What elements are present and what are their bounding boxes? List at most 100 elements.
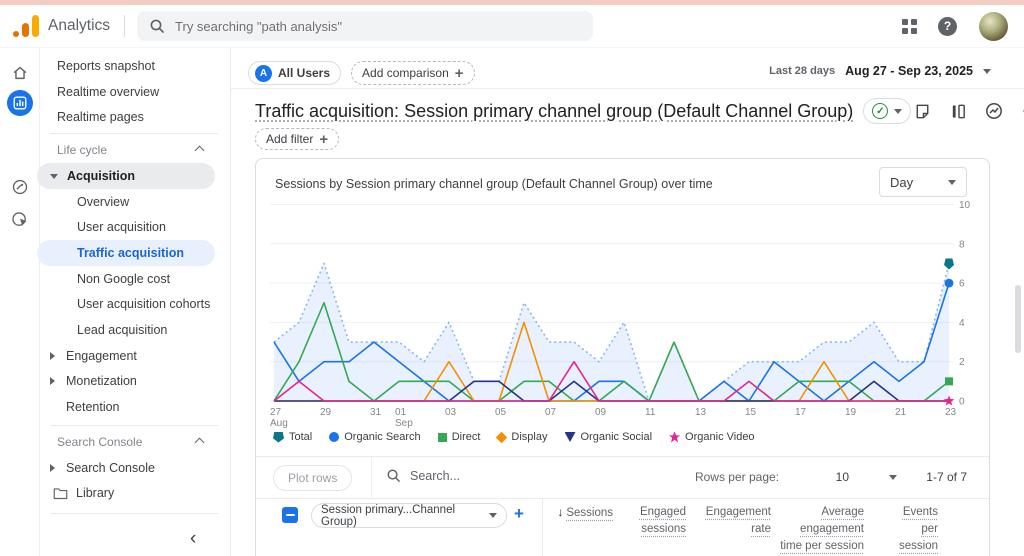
collapse-section-icon[interactable] — [195, 145, 205, 155]
table-search-input[interactable] — [410, 469, 530, 483]
section-search-console[interactable]: Search Console — [57, 429, 215, 455]
apps-grid-icon[interactable] — [902, 19, 916, 33]
folder-icon — [53, 487, 68, 500]
legend-item-direct[interactable]: Direct — [438, 431, 481, 443]
advertising-icon[interactable] — [11, 211, 29, 229]
chevron-down-icon[interactable] — [889, 475, 897, 480]
column-header-avg-engagement-time[interactable]: Average engagement time per session — [776, 504, 864, 555]
section-life-cycle[interactable]: Life cycle — [57, 137, 215, 163]
legend-item-organic-social[interactable]: Organic Social — [565, 431, 653, 443]
column-header-events-per-session[interactable]: Events per session — [886, 504, 938, 555]
analytics-logo-icon[interactable] — [15, 15, 39, 37]
date-preset: Last 28 days — [769, 65, 835, 77]
column-header-engaged-sessions[interactable]: Engaged sessions — [616, 504, 686, 538]
sort-desc-icon: ↓ — [557, 504, 563, 521]
add-dimension-button[interactable]: + — [514, 504, 524, 524]
date-range: Aug 27 - Sep 23, 2025 — [845, 64, 973, 78]
reports-icon[interactable] — [7, 90, 33, 116]
segment-chip-all-users[interactable]: A All Users — [248, 61, 341, 85]
svg-text:07: 07 — [545, 407, 557, 418]
search-icon — [386, 468, 401, 483]
chevron-down-icon — [894, 109, 902, 114]
column-header-engagement-rate[interactable]: Engagement rate — [696, 504, 771, 538]
column-divider — [542, 498, 543, 556]
column-header-sessions[interactable]: ↓ Sessions — [546, 504, 613, 522]
sidebar-item-user-acquisition-cohorts[interactable]: User acquisition cohorts — [77, 291, 210, 317]
plus-icon: + — [319, 131, 328, 148]
sidebar-item-engagement[interactable]: Engagement — [50, 343, 137, 369]
top-app-bar: Analytics ? — [0, 5, 1024, 48]
svg-text:13: 13 — [695, 407, 707, 418]
comparison-icon[interactable] — [947, 100, 969, 122]
svg-text:0: 0 — [959, 397, 965, 408]
insights-icon[interactable] — [983, 100, 1005, 122]
sidebar-item-search-console[interactable]: Search Console — [50, 455, 155, 481]
triangle-down-marker-icon — [565, 432, 576, 442]
collapse-section-icon[interactable] — [195, 437, 205, 447]
table-controls: Plot rows Rows per page: 10 1-7 of 7 — [256, 457, 989, 498]
plot-rows-button[interactable]: Plot rows — [273, 465, 352, 491]
share-icon[interactable] — [1019, 100, 1024, 122]
svg-text:27: 27 — [270, 407, 282, 418]
main-content: A All Users Add comparison + Last 28 days … — [231, 48, 1024, 556]
sidebar-item-realtime-pages[interactable]: Realtime pages — [57, 104, 144, 130]
svg-text:31: 31 — [370, 407, 382, 418]
chart-legend: Total Organic Search Direct Display Orga… — [273, 431, 755, 443]
sidebar-item-realtime-overview[interactable]: Realtime overview — [57, 79, 159, 105]
expanded-arrow-icon — [50, 174, 58, 179]
nav-divider — [50, 425, 218, 426]
data-quality-badge[interactable]: ✓ — [863, 98, 911, 124]
sidebar-item-overview[interactable]: Overview — [77, 189, 129, 215]
sidebar-item-user-acquisition[interactable]: User acquisition — [77, 214, 166, 240]
svg-text:09: 09 — [595, 407, 607, 418]
legend-item-total[interactable]: Total — [273, 431, 312, 443]
date-range-picker[interactable]: Last 28 days Aug 27 - Sep 23, 2025 — [769, 64, 991, 78]
topbar-divider — [124, 15, 125, 37]
svg-text:15: 15 — [745, 407, 757, 418]
home-icon[interactable] — [11, 64, 29, 82]
search-input[interactable] — [175, 19, 555, 34]
svg-text:29: 29 — [320, 407, 332, 418]
notes-icon[interactable] — [911, 100, 933, 122]
svg-text:Aug: Aug — [270, 418, 288, 429]
sidebar-item-non-google-cost[interactable]: Non Google cost — [77, 266, 170, 292]
plus-icon: + — [455, 65, 464, 82]
report-nav-sidebar: Reports snapshot Realtime overview Realt… — [40, 48, 231, 556]
svg-text:2: 2 — [959, 357, 965, 368]
chevron-down-icon — [983, 69, 991, 74]
chart-card: Sessions by Session primary channel grou… — [255, 158, 990, 556]
sidebar-item-lead-acquisition[interactable]: Lead acquisition — [77, 317, 167, 343]
legend-item-display[interactable]: Display — [497, 431, 547, 443]
sidebar-item-retention[interactable]: Retention — [66, 394, 120, 420]
circle-marker-icon — [329, 432, 339, 442]
svg-text:19: 19 — [845, 407, 857, 418]
sidebar-item-acquisition[interactable]: Acquisition — [37, 163, 215, 189]
sidebar-item-reports-snapshot[interactable]: Reports snapshot — [57, 53, 155, 79]
svg-text:Sep: Sep — [395, 418, 413, 429]
select-all-checkbox[interactable] — [282, 507, 298, 523]
avatar[interactable] — [979, 12, 1008, 41]
add-filter-chip[interactable]: Add filter + — [255, 128, 339, 150]
divider — [231, 88, 1024, 89]
total-marker-icon — [273, 432, 284, 443]
search-icon — [149, 18, 165, 34]
sidebar-item-library[interactable]: Library — [53, 480, 114, 506]
product-name: Analytics — [48, 17, 110, 35]
rows-per-page-value[interactable]: 10 — [836, 470, 849, 484]
sidebar-item-traffic-acquisition[interactable]: Traffic acquisition — [37, 240, 215, 266]
scrollbar-thumb[interactable] — [1015, 285, 1021, 353]
table-search[interactable] — [386, 468, 530, 483]
legend-item-organic-search[interactable]: Organic Search — [329, 431, 420, 443]
dimension-selector[interactable]: Session primary...Channel Group) — [311, 503, 507, 528]
svg-text:11: 11 — [645, 407, 656, 418]
page-title[interactable]: Traffic acquisition: Session primary cha… — [255, 101, 853, 122]
explore-icon[interactable] — [11, 178, 29, 196]
collapsed-arrow-icon — [50, 377, 55, 385]
add-comparison-chip[interactable]: Add comparison + — [351, 61, 474, 85]
sidebar-item-monetization[interactable]: Monetization — [50, 368, 137, 394]
global-search[interactable] — [137, 11, 593, 41]
legend-item-organic-video[interactable]: Organic Video — [669, 431, 755, 443]
help-icon[interactable]: ? — [938, 17, 957, 36]
segment-avatar: A — [255, 65, 272, 82]
collapse-sidebar-button[interactable]: ‹ — [190, 526, 196, 552]
